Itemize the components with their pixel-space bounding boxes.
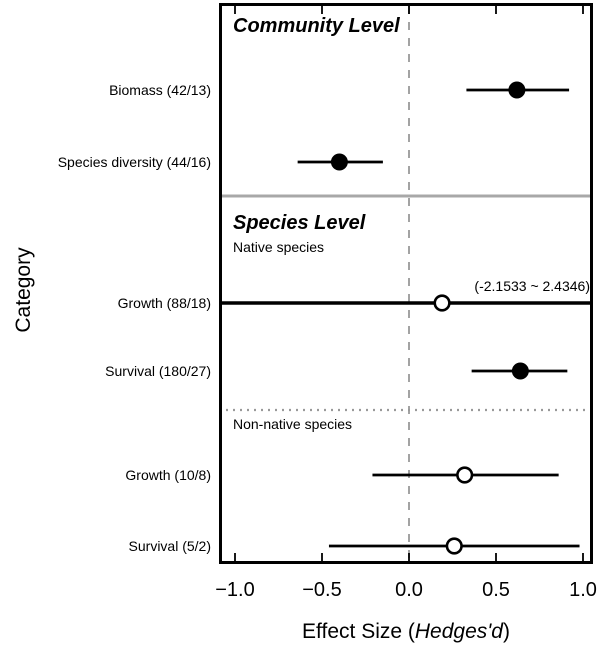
x-tick-label: 1.0 (569, 579, 597, 601)
row-label: Survival (180/27) (105, 363, 211, 379)
row-label: Growth (88/18) (118, 295, 211, 311)
y-axis-title: Category (12, 247, 35, 333)
section-subtitle: Non-native species (233, 416, 352, 432)
section-title: Species Level (233, 212, 366, 234)
x-axis-title: Effect Size (Hedges'd) (219, 620, 593, 644)
effect-marker-filled (330, 153, 348, 171)
row-label: Survival (5/2) (129, 538, 211, 554)
effect-marker-open (433, 294, 451, 312)
ci-annotation: (-2.1533 ~ 2.4346) (474, 278, 590, 294)
x-tick-label: −0.5 (302, 579, 341, 601)
plot-border (219, 3, 593, 564)
row-label: Growth (10/8) (125, 467, 211, 483)
effect-marker-filled (511, 362, 529, 380)
section-title: Community Level (233, 15, 400, 37)
x-tick-label: −1.0 (215, 579, 254, 601)
x-axis-title-suffix: ) (502, 620, 510, 643)
row-label: Species diversity (44/16) (58, 154, 211, 170)
effect-marker-filled (508, 81, 526, 99)
x-tick-label: 0.0 (395, 579, 423, 601)
effect-marker-open (445, 537, 463, 555)
x-tick-label: 0.5 (482, 579, 510, 601)
x-axis-title-prefix: Effect Size ( (302, 620, 415, 643)
x-axis-title-italic: Hedges'd (414, 620, 503, 643)
section-subtitle: Native species (233, 239, 324, 255)
effect-marker-open (456, 466, 474, 484)
row-label: Biomass (42/13) (109, 82, 211, 98)
